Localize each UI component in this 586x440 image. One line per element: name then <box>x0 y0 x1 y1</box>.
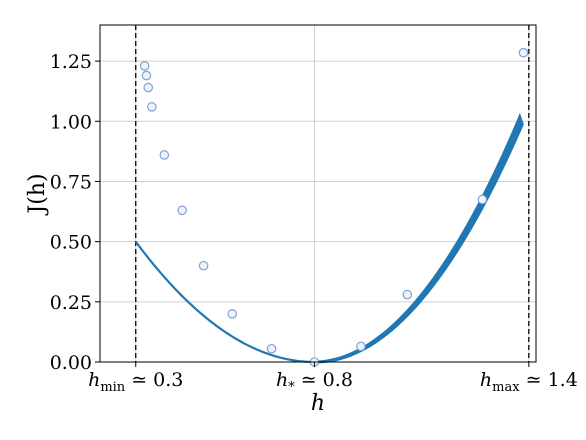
data-point <box>266 343 277 354</box>
data-points <box>139 47 529 367</box>
data-point <box>477 194 488 205</box>
data-point <box>159 150 170 160</box>
data-point <box>139 61 150 71</box>
y-tick-label: 0.25 <box>50 292 92 314</box>
data-point <box>402 289 413 300</box>
x-tick-label: hmin ≃ 0.3 <box>88 369 183 395</box>
data-point <box>147 102 157 112</box>
x-tick-label: hmax ≃ 1.4 <box>480 369 578 395</box>
y-tick-label: 0.50 <box>50 232 92 254</box>
curve-left-branch <box>134 240 315 364</box>
data-point <box>518 47 529 58</box>
x-tick-label: h* ≃ 0.8 <box>276 369 353 395</box>
data-point <box>198 260 209 271</box>
threshold-lines <box>135 25 530 362</box>
y-tick-label: 0.00 <box>50 352 92 374</box>
y-axis-label: J(h) <box>25 173 50 215</box>
grid-lines <box>100 25 536 363</box>
y-tick-label: 0.75 <box>50 171 92 193</box>
curve-right-branch <box>313 112 524 364</box>
y-ticks: 0.00 0.25 0.50 0.75 1.00 1.25 <box>50 51 100 374</box>
data-point <box>143 82 154 93</box>
x-axis-label: h <box>311 391 325 416</box>
data-point <box>356 341 366 352</box>
plot-frame <box>99 24 537 363</box>
data-point <box>227 309 238 319</box>
curve-layer <box>134 112 524 364</box>
y-tick-label: 1.25 <box>50 51 92 73</box>
y-tick-label: 1.00 <box>50 111 92 133</box>
data-point <box>141 70 152 81</box>
x-ticks: hmin ≃ 0.3 h* ≃ 0.8 hmax ≃ 1.4 <box>88 362 578 395</box>
data-point <box>177 205 187 216</box>
